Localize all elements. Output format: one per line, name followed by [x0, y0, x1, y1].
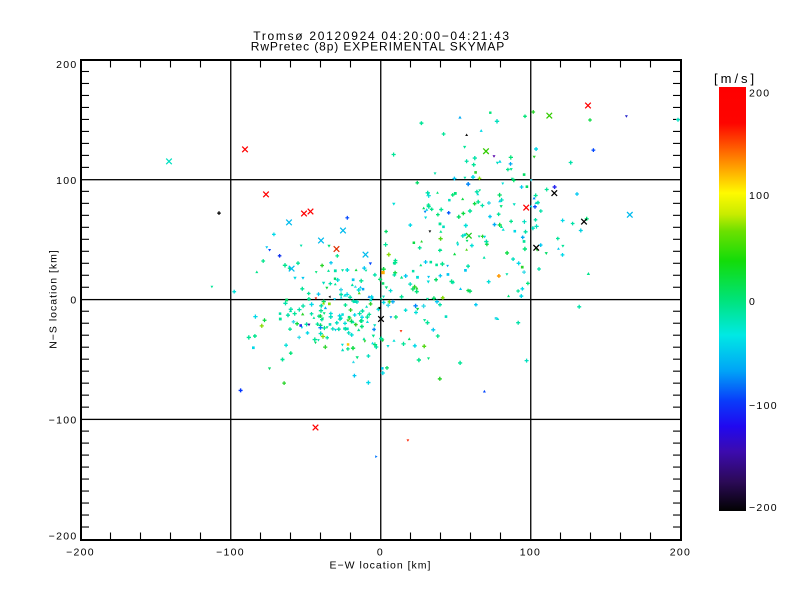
- svg-text:100: 100: [749, 190, 770, 202]
- svg-text:200: 200: [749, 88, 770, 100]
- svg-text:[m/s]: [m/s]: [714, 71, 757, 86]
- svg-text:N−S location [km]: N−S location [km]: [48, 249, 60, 349]
- svg-text:0: 0: [377, 546, 384, 558]
- svg-text:−100: −100: [49, 414, 78, 426]
- svg-text:0: 0: [749, 296, 756, 308]
- svg-text:−100: −100: [749, 400, 778, 412]
- svg-text:−200: −200: [66, 546, 95, 558]
- svg-text:100: 100: [56, 175, 77, 187]
- svg-text:Tromsø 20120924 04:20:00−04:21: Tromsø 20120924 04:20:00−04:21:43: [253, 29, 510, 43]
- svg-text:200: 200: [56, 59, 77, 71]
- svg-text:0: 0: [70, 295, 77, 307]
- svg-text:100: 100: [520, 546, 541, 558]
- svg-text:−200: −200: [49, 530, 78, 542]
- svg-text:200: 200: [670, 546, 691, 558]
- svg-text:E−W location [km]: E−W location [km]: [330, 559, 432, 571]
- svg-text:RwPretec (8p) EXPERIMENTAL SKY: RwPretec (8p) EXPERIMENTAL SKYMAP: [251, 39, 505, 53]
- svg-text:−200: −200: [749, 502, 778, 514]
- svg-text:−100: −100: [216, 546, 245, 558]
